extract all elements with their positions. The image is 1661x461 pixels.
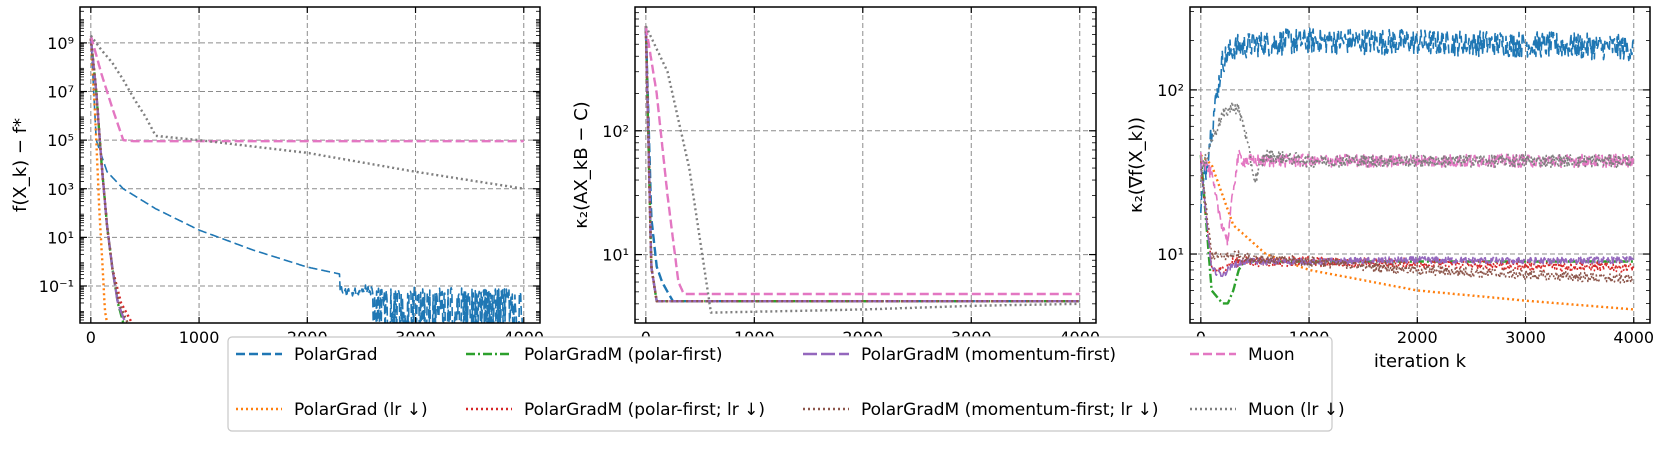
y-tick-label: 10² [602, 122, 629, 141]
chart-panel-1: 0100020003000400010⁻¹10¹10³10⁵10⁷10⁹iter… [10, 6, 544, 372]
series-line-muon-lr [1200, 101, 1634, 185]
legend-label: Muon (lr ↓) [1248, 400, 1345, 420]
legend-label: PolarGrad (lr ↓) [294, 400, 428, 420]
legend-item: PolarGrad [236, 345, 378, 365]
y-tick-label: 10¹ [602, 246, 629, 265]
series-line-polargrad [1200, 27, 1635, 214]
legend-label: PolarGrad [294, 345, 378, 365]
y-tick-label: 10¹ [1157, 245, 1184, 264]
y-tick-label: 10⁵ [47, 131, 74, 150]
legend-item: PolarGradM (polar-first) [466, 345, 722, 365]
legend-label: PolarGradM (polar-first) [524, 345, 722, 365]
x-axis-label: iteration k [1374, 351, 1467, 372]
legend-item: PolarGrad (lr ↓) [236, 400, 428, 420]
series-line-polargrad-lr [89, 38, 108, 322]
legend: PolarGrad PolarGrad (lr ↓) PolarGradM (pol… [227, 336, 1345, 432]
legend-item: PolarGradM (polar-first; lr ↓) [466, 400, 765, 420]
series-group [89, 34, 525, 323]
x-tick-label: 2000 [1397, 328, 1438, 347]
chart-panel-3: 0100020003000400010¹10²iteration kκ₂(∇f(… [1126, 6, 1654, 372]
series-group [1199, 27, 1635, 311]
legend-label: Muon [1248, 345, 1295, 365]
chart-panel-2: 0100020003000400010¹10²iteration kκ₂(AX_… [571, 6, 1100, 372]
axes-frame [634, 6, 1097, 324]
y-axis-label: κ₂(∇f(X_k)) [1126, 117, 1147, 213]
legend-label: PolarGradM (momentum-first) [861, 345, 1116, 365]
axes-frame [79, 6, 541, 324]
x-tick-label: 0 [86, 328, 96, 347]
series-line-polargradm-polar-first-lr [1200, 161, 1635, 275]
series-line-polargradm-momentum-first [1200, 162, 1635, 278]
legend-label: PolarGradM (polar-first; lr ↓) [524, 400, 765, 420]
x-tick-label: 4000 [1613, 328, 1654, 347]
legend-item: Muon [1190, 345, 1295, 365]
y-tick-label: 10⁷ [47, 83, 74, 102]
y-tick-label: 10¹ [47, 228, 74, 247]
legend-item: PolarGradM (momentum-first) [803, 345, 1116, 365]
series-group [644, 25, 1081, 314]
series-line-muon [1200, 149, 1635, 247]
series-line-polargradm-momentum-first [89, 38, 127, 323]
axes-frame [1189, 6, 1651, 324]
y-axis-label: f(X_k) − f* [10, 118, 31, 212]
series-line-muon [644, 25, 1081, 296]
y-tick-label: 10⁹ [47, 34, 74, 53]
y-tick-label: 10⁻¹ [39, 277, 74, 296]
series-line-muon [89, 35, 525, 143]
series-line-polargradm-momentum-first-lr [644, 26, 1081, 303]
legend-item: PolarGradM (momentum-first; lr ↓) [803, 400, 1158, 420]
legend-label: PolarGradM (momentum-first; lr ↓) [861, 400, 1158, 420]
series-line-polargrad [90, 35, 524, 323]
series-line-polargradm-polar-first-lr [89, 38, 134, 323]
x-tick-label: 1000 [179, 328, 220, 347]
series-line-polargradm-momentum-first-lr [1200, 168, 1634, 285]
y-axis-label: κ₂(AX_kB − C) [571, 101, 592, 228]
series-line-polargradm-momentum-first-lr [89, 38, 129, 323]
legend-item: Muon (lr ↓) [1190, 400, 1345, 420]
y-tick-label: 10³ [47, 180, 74, 199]
x-tick-label: 3000 [1505, 328, 1546, 347]
series-line-polargrad-lr [1200, 154, 1635, 311]
y-tick-label: 10² [1157, 81, 1184, 100]
series-line-muon-lr [89, 34, 525, 190]
legend-frame [227, 336, 1333, 432]
